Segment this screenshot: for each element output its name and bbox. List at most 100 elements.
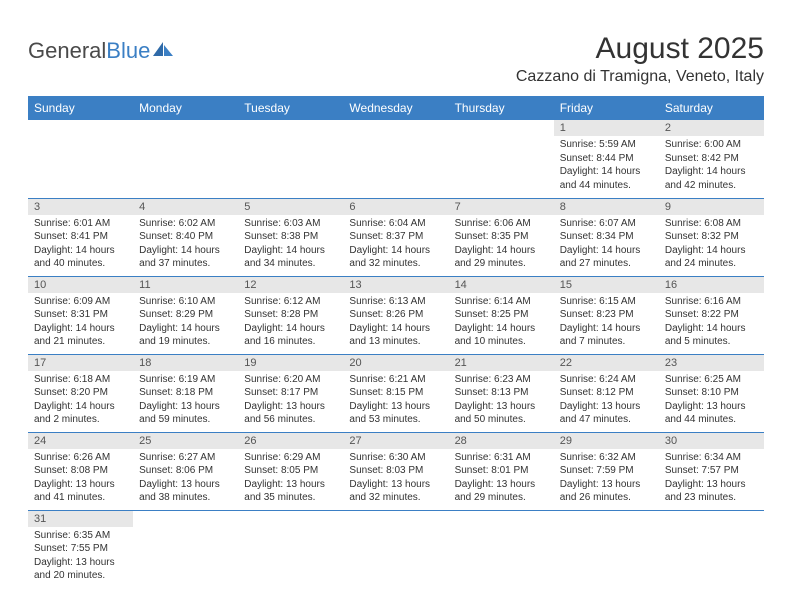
calendar-cell: 20Sunrise: 6:21 AMSunset: 8:15 PMDayligh… [343, 354, 448, 432]
day-info: Sunrise: 6:35 AMSunset: 7:55 PMDaylight:… [28, 527, 133, 587]
day-info: Sunrise: 6:03 AMSunset: 8:38 PMDaylight:… [238, 215, 343, 275]
day-info: Sunrise: 6:21 AMSunset: 8:15 PMDaylight:… [343, 371, 448, 431]
daylight-line: Daylight: 14 hours and 32 minutes. [349, 244, 442, 271]
sunset-line: Sunset: 8:31 PM [34, 308, 127, 322]
sunset-line: Sunset: 8:10 PM [665, 386, 758, 400]
daylight-line: Daylight: 13 hours and 32 minutes. [349, 478, 442, 505]
calendar-cell [238, 510, 343, 588]
day-info: Sunrise: 6:01 AMSunset: 8:41 PMDaylight:… [28, 215, 133, 275]
calendar-cell: 6 Sunrise: 6:04 AMSunset: 8:37 PMDaylight… [343, 198, 448, 276]
daylight-line: Daylight: 13 hours and 20 minutes. [34, 556, 127, 583]
sunrise-line: Sunrise: 6:07 AM [560, 217, 653, 231]
day-number: 6 [343, 199, 448, 215]
day-info: Sunrise: 6:02 AMSunset: 8:40 PMDaylight:… [133, 215, 238, 275]
day-header: Tuesday [238, 96, 343, 120]
calendar-cell: 5Sunrise: 6:03 AMSunset: 8:38 PMDaylight… [238, 198, 343, 276]
calendar-cell: 26Sunrise: 6:29 AMSunset: 8:05 PMDayligh… [238, 432, 343, 510]
day-number: 13 [343, 277, 448, 293]
day-info: Sunrise: 6:20 AMSunset: 8:17 PMDaylight:… [238, 371, 343, 431]
sunset-line: Sunset: 8:29 PM [139, 308, 232, 322]
day-number: 15 [554, 277, 659, 293]
day-header: Saturday [659, 96, 764, 120]
day-number: 1 [554, 120, 659, 136]
sunset-line: Sunset: 7:57 PM [665, 464, 758, 478]
calendar-cell: 12Sunrise: 6:12 AMSunset: 8:28 PMDayligh… [238, 276, 343, 354]
day-header: Friday [554, 96, 659, 120]
day-number: 28 [449, 433, 554, 449]
day-info: Sunrise: 6:25 AMSunset: 8:10 PMDaylight:… [659, 371, 764, 431]
calendar-cell: 7Sunrise: 6:06 AMSunset: 8:35 PMDaylight… [449, 198, 554, 276]
sunset-line: Sunset: 8:03 PM [349, 464, 442, 478]
calendar-cell [343, 510, 448, 588]
day-header-row: SundayMondayTuesdayWednesdayThursdayFrid… [28, 96, 764, 120]
day-number: 9 [659, 199, 764, 215]
day-info: Sunrise: 6:00 AMSunset: 8:42 PMDaylight:… [659, 136, 764, 196]
month-title: August 2025 [516, 32, 764, 66]
sunrise-line: Sunrise: 6:13 AM [349, 295, 442, 309]
day-info: Sunrise: 6:26 AMSunset: 8:08 PMDaylight:… [28, 449, 133, 509]
sunrise-line: Sunrise: 6:12 AM [244, 295, 337, 309]
sunrise-line: Sunrise: 6:04 AM [349, 217, 442, 231]
sunrise-line: Sunrise: 6:31 AM [455, 451, 548, 465]
daylight-line: Daylight: 13 hours and 56 minutes. [244, 400, 337, 427]
sunrise-line: Sunrise: 6:24 AM [560, 373, 653, 387]
day-header: Wednesday [343, 96, 448, 120]
sunset-line: Sunset: 8:35 PM [455, 230, 548, 244]
sunset-line: Sunset: 8:37 PM [349, 230, 442, 244]
calendar-week: 24Sunrise: 6:26 AMSunset: 8:08 PMDayligh… [28, 432, 764, 510]
title-block: August 2025 Cazzano di Tramigna, Veneto,… [516, 32, 764, 86]
day-info: Sunrise: 6:24 AMSunset: 8:12 PMDaylight:… [554, 371, 659, 431]
calendar-cell: 1Sunrise: 5:59 AMSunset: 8:44 PMDaylight… [554, 120, 659, 198]
brand-part1: General [28, 38, 106, 64]
sunrise-line: Sunrise: 6:35 AM [34, 529, 127, 543]
sunrise-line: Sunrise: 6:34 AM [665, 451, 758, 465]
daylight-line: Daylight: 14 hours and 37 minutes. [139, 244, 232, 271]
sunset-line: Sunset: 8:13 PM [455, 386, 548, 400]
daylight-line: Daylight: 13 hours and 41 minutes. [34, 478, 127, 505]
day-number: 24 [28, 433, 133, 449]
calendar-cell: 31Sunrise: 6:35 AMSunset: 7:55 PMDayligh… [28, 510, 133, 588]
calendar-cell: 4Sunrise: 6:02 AMSunset: 8:40 PMDaylight… [133, 198, 238, 276]
calendar-cell: 18Sunrise: 6:19 AMSunset: 8:18 PMDayligh… [133, 354, 238, 432]
sunset-line: Sunset: 8:41 PM [34, 230, 127, 244]
daylight-line: Daylight: 13 hours and 23 minutes. [665, 478, 758, 505]
day-number: 23 [659, 355, 764, 371]
calendar-cell: 21Sunrise: 6:23 AMSunset: 8:13 PMDayligh… [449, 354, 554, 432]
brand-part2: Blue [106, 38, 150, 64]
calendar-cell: 29Sunrise: 6:32 AMSunset: 7:59 PMDayligh… [554, 432, 659, 510]
day-number: 8 [554, 199, 659, 215]
day-number: 3 [28, 199, 133, 215]
sunrise-line: Sunrise: 6:02 AM [139, 217, 232, 231]
calendar-cell: 27Sunrise: 6:30 AMSunset: 8:03 PMDayligh… [343, 432, 448, 510]
daylight-line: Daylight: 14 hours and 7 minutes. [560, 322, 653, 349]
sunrise-line: Sunrise: 6:23 AM [455, 373, 548, 387]
sunrise-line: Sunrise: 6:01 AM [34, 217, 127, 231]
calendar-cell: 28Sunrise: 6:31 AMSunset: 8:01 PMDayligh… [449, 432, 554, 510]
calendar-cell: 11Sunrise: 6:10 AMSunset: 8:29 PMDayligh… [133, 276, 238, 354]
day-info: Sunrise: 6:31 AMSunset: 8:01 PMDaylight:… [449, 449, 554, 509]
calendar-cell: 3Sunrise: 6:01 AMSunset: 8:41 PMDaylight… [28, 198, 133, 276]
day-header: Sunday [28, 96, 133, 120]
day-number: 26 [238, 433, 343, 449]
day-info: Sunrise: 6:19 AMSunset: 8:18 PMDaylight:… [133, 371, 238, 431]
calendar-week: 1Sunrise: 5:59 AMSunset: 8:44 PMDaylight… [28, 120, 764, 198]
sunset-line: Sunset: 8:44 PM [560, 152, 653, 166]
daylight-line: Daylight: 14 hours and 24 minutes. [665, 244, 758, 271]
day-number: 21 [449, 355, 554, 371]
sunrise-line: Sunrise: 6:18 AM [34, 373, 127, 387]
calendar-cell: 25Sunrise: 6:27 AMSunset: 8:06 PMDayligh… [133, 432, 238, 510]
day-number: 20 [343, 355, 448, 371]
day-number: 18 [133, 355, 238, 371]
daylight-line: Daylight: 14 hours and 44 minutes. [560, 165, 653, 192]
calendar-week: 3Sunrise: 6:01 AMSunset: 8:41 PMDaylight… [28, 198, 764, 276]
sunrise-line: Sunrise: 6:20 AM [244, 373, 337, 387]
sunset-line: Sunset: 8:18 PM [139, 386, 232, 400]
sunset-line: Sunset: 8:12 PM [560, 386, 653, 400]
day-number: 14 [449, 277, 554, 293]
sunset-line: Sunset: 8:38 PM [244, 230, 337, 244]
sunrise-line: Sunrise: 6:32 AM [560, 451, 653, 465]
sunrise-line: Sunrise: 6:16 AM [665, 295, 758, 309]
sunset-line: Sunset: 7:59 PM [560, 464, 653, 478]
day-info: Sunrise: 6:32 AMSunset: 7:59 PMDaylight:… [554, 449, 659, 509]
daylight-line: Daylight: 14 hours and 40 minutes. [34, 244, 127, 271]
